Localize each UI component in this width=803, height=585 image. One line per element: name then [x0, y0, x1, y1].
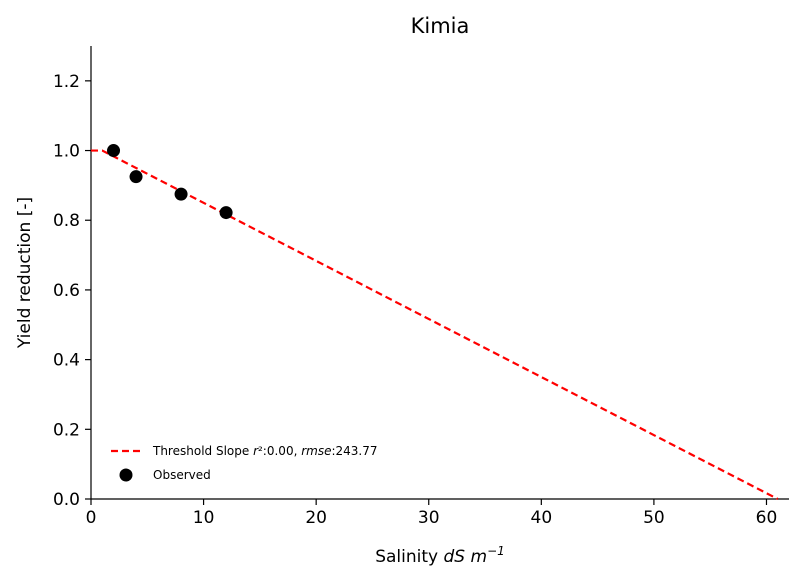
plot-area [91, 144, 779, 500]
legend-label-prefix: Threshold Slope [152, 444, 253, 458]
observed-point [129, 170, 143, 184]
threshold-slope-line [91, 149, 779, 500]
legend-label-rmse-value: :243.77 [331, 444, 377, 458]
y-tick-label: 0.6 [53, 281, 80, 301]
x-tick-label: 20 [305, 508, 327, 528]
legend-marker-swatch [119, 468, 133, 482]
legend-label-r: r [253, 444, 259, 458]
x-tick-label: 60 [756, 508, 778, 528]
x-axis-label: Salinity dS m−1 [375, 544, 505, 567]
axes: 0 10 20 30 40 50 60 0.0 0.2 0.4 0.6 0.8 1.0 1.2 [53, 46, 789, 528]
x-axis-label-exponent: −1 [487, 544, 505, 558]
legend-label-observed: Observed [153, 468, 211, 482]
x-axis-label-unit: dS m [444, 547, 488, 567]
y-tick-label: 0.2 [53, 420, 80, 440]
legend-label-r-value: ²:0.00, [258, 444, 301, 458]
x-tick-label: 50 [643, 508, 665, 528]
y-tick-label: 0.8 [53, 211, 80, 231]
y-tick-label: 1.2 [53, 72, 80, 92]
y-tick-label: 0.4 [53, 351, 80, 371]
y-tick-label: 1.0 [53, 142, 80, 162]
observed-point [107, 144, 121, 158]
x-tick-label: 30 [418, 508, 440, 528]
legend: Threshold Slope r²:0.00, rmse:243.77 Obse… [111, 444, 378, 482]
observed-point [219, 206, 233, 220]
x-tick-label: 40 [531, 508, 553, 528]
x-tick-label: 0 [86, 508, 97, 528]
legend-label-threshold-slope: Threshold Slope r²:0.00, rmse:243.77 [152, 444, 378, 458]
observed-point [174, 187, 188, 201]
y-axis-label: Yield reduction [-] [15, 197, 35, 349]
x-axis-label-main: Salinity [375, 547, 443, 567]
y-tick-label: 0.0 [53, 490, 80, 510]
legend-label-rmse: rmse [301, 444, 331, 458]
chart-title: Kimia [411, 14, 470, 38]
x-tick-label: 10 [193, 508, 215, 528]
